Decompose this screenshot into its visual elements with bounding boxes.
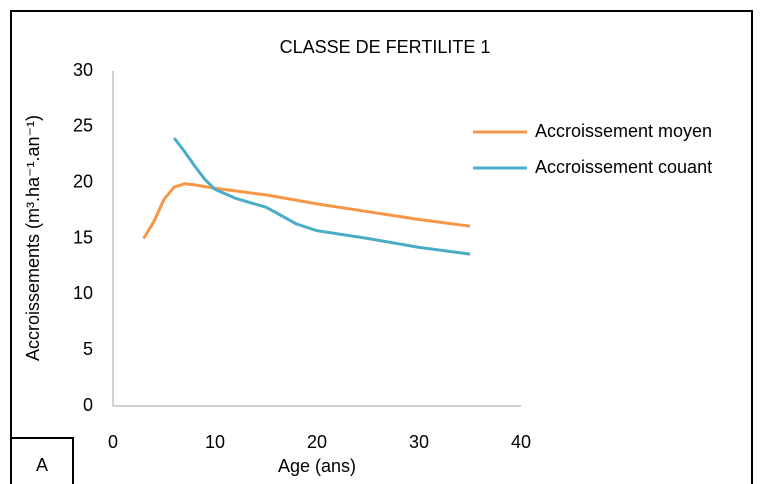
x-tick-label: 0 bbox=[108, 432, 118, 452]
frame bbox=[10, 10, 753, 484]
x-tick-label: 30 bbox=[409, 432, 429, 452]
y-axis-label: Accroissements (m³.ha⁻¹.an⁻¹) bbox=[23, 115, 43, 361]
legend-label: Accroissement moyen bbox=[535, 121, 712, 141]
y-tick-label: 15 bbox=[73, 227, 93, 247]
y-tick-label: 20 bbox=[73, 171, 93, 191]
y-tick-label: 0 bbox=[83, 395, 93, 415]
y-tick-label: 25 bbox=[73, 116, 93, 136]
x-tick-label: 40 bbox=[511, 432, 531, 452]
y-tick-label: 5 bbox=[83, 339, 93, 359]
x-tick-label: 20 bbox=[307, 432, 327, 452]
panel-label: A bbox=[36, 455, 48, 475]
y-tick-label: 10 bbox=[73, 283, 93, 303]
line-series bbox=[142, 182, 471, 240]
y-tick-label: 30 bbox=[73, 60, 93, 80]
line-series bbox=[173, 137, 471, 256]
legend-label: Accroissement couant bbox=[535, 157, 712, 177]
panel-box bbox=[10, 437, 74, 484]
chart-title: CLASSE DE FERTILITE 1 bbox=[280, 37, 491, 57]
x-tick-label: 10 bbox=[205, 432, 225, 452]
x-axis-label: Age (ans) bbox=[278, 456, 356, 476]
